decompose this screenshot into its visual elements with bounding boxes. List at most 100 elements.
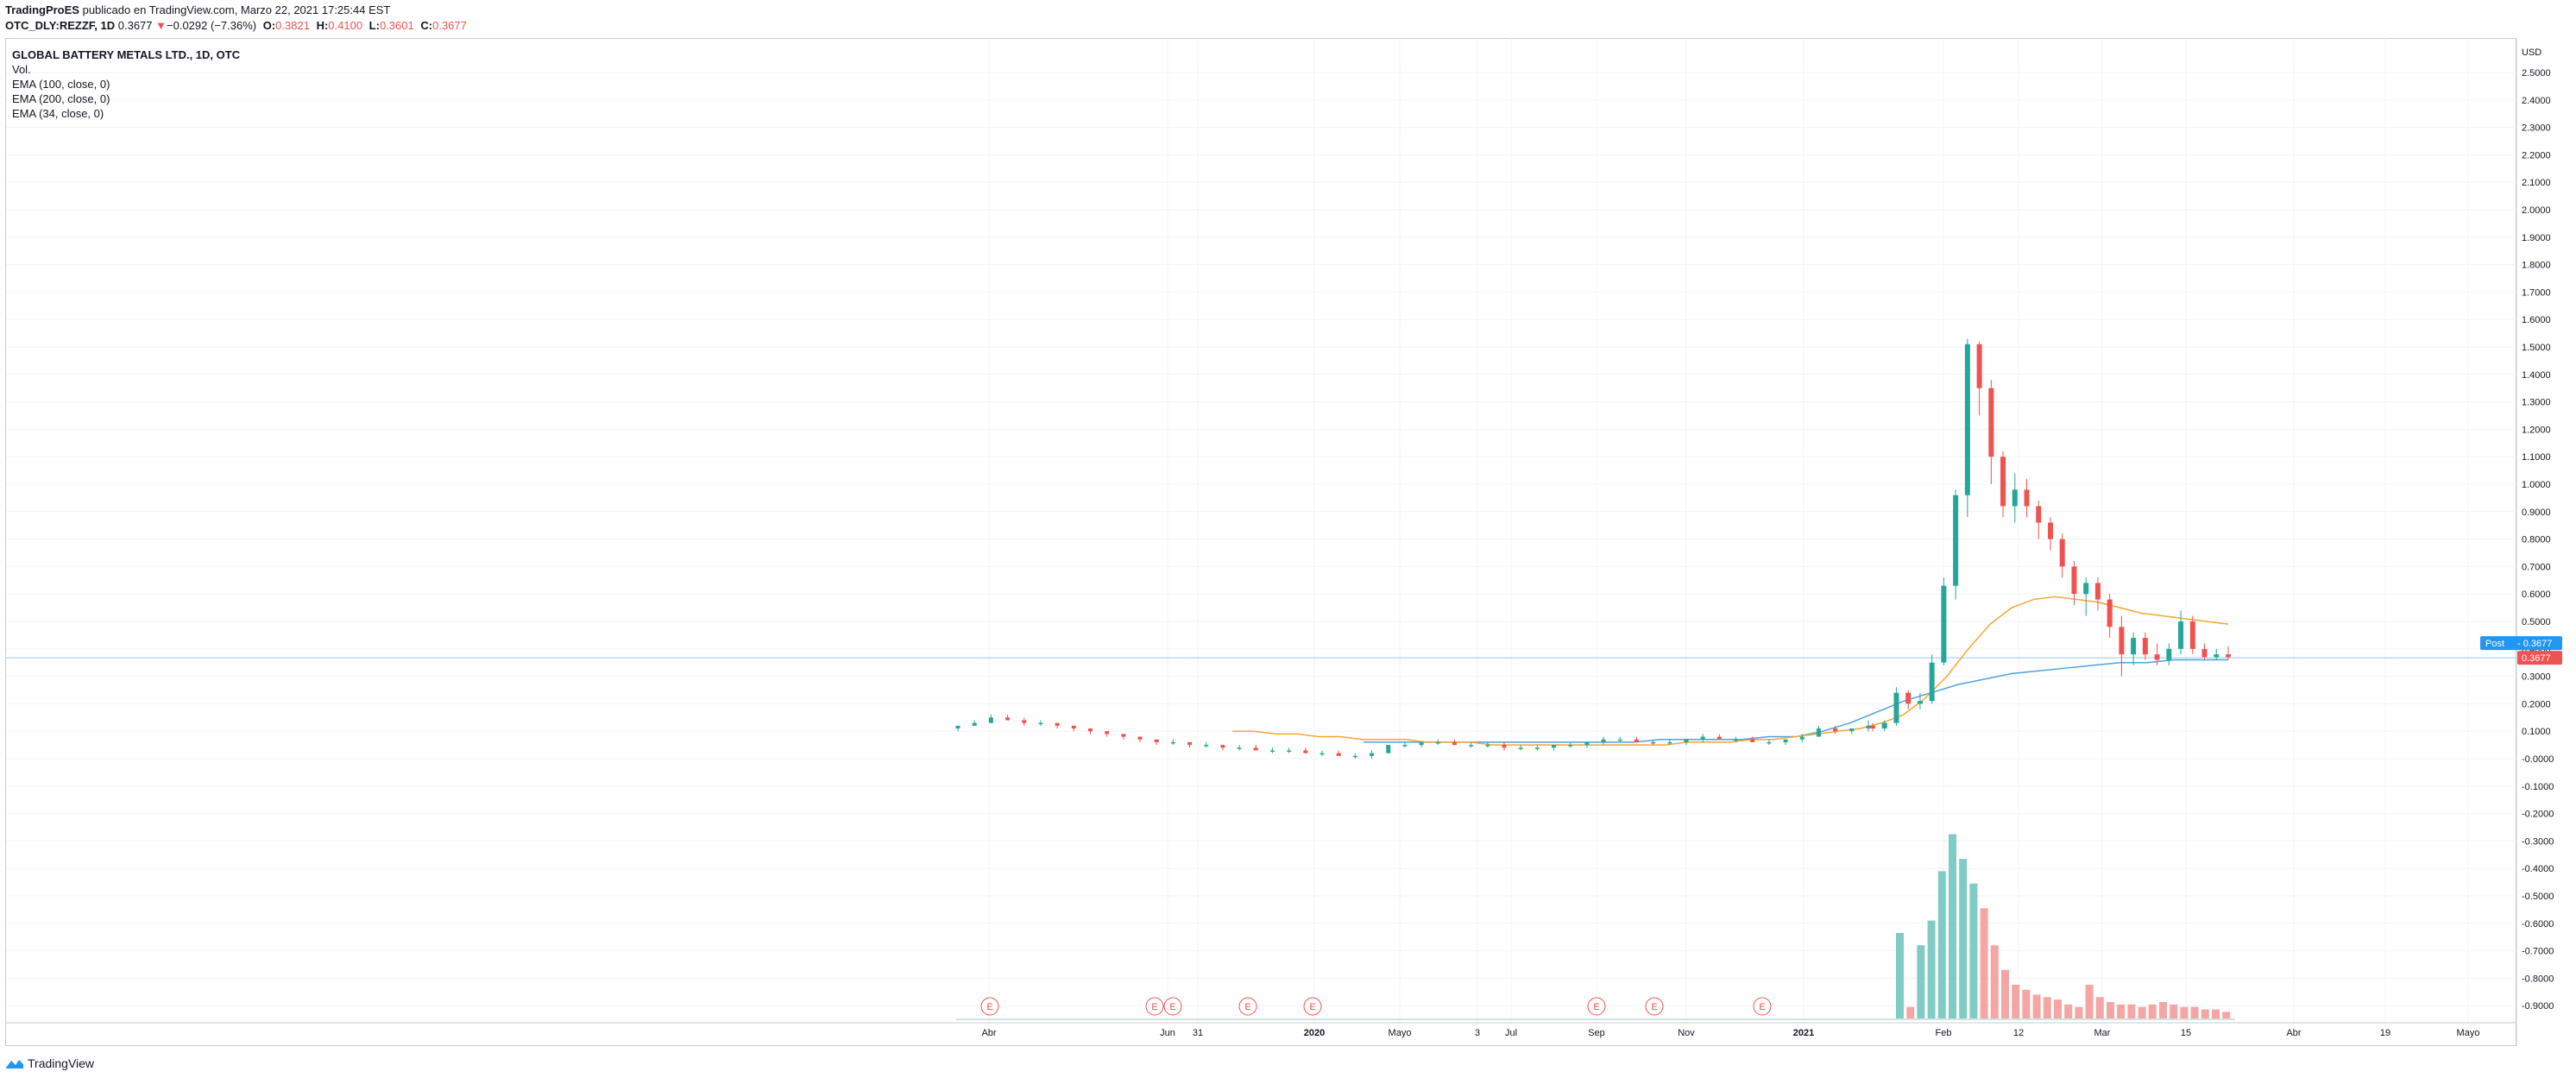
y-tick-label: 1.1000	[2522, 452, 2551, 463]
open-value: 0.3821	[275, 19, 310, 32]
volume-bar	[1896, 932, 1904, 1019]
earnings-marker-label: E	[1244, 1002, 1250, 1012]
candle-body	[1684, 739, 1689, 742]
high-value: 0.4100	[328, 19, 363, 32]
y-tick-label: 1.5000	[2522, 343, 2551, 353]
candle-body	[1849, 728, 1855, 732]
footer-brand-label: TradingView	[28, 1056, 95, 1070]
candle-body	[1237, 747, 1242, 749]
y-tick-label: 0.8000	[2522, 535, 2551, 545]
candle-body	[1651, 741, 1656, 744]
earnings-marker-icon	[1238, 997, 1257, 1016]
volume-bar	[1990, 945, 1999, 1019]
volume-bar	[1980, 908, 1988, 1019]
volume-bar	[1927, 920, 1936, 1019]
y-tick-label: 2.0000	[2522, 205, 2551, 216]
y-tick-label: -0.6000	[2522, 919, 2554, 930]
legend-ema-34[interactable]: EMA (34, close, 0)	[12, 107, 104, 120]
candle-body	[2000, 457, 2006, 507]
x-tick-label: 31	[1193, 1028, 1203, 1038]
volume-bar	[2180, 1006, 2189, 1019]
candle-body	[2012, 489, 2018, 507]
candle-body	[1617, 739, 1622, 741]
candle-body	[1170, 741, 1175, 744]
x-tick-label: Sep	[1588, 1028, 1605, 1038]
volume-bar	[2159, 1001, 2167, 1019]
publisher-name: TradingProES	[5, 3, 79, 16]
high-label: H:	[316, 19, 329, 32]
candle-body	[2071, 566, 2077, 595]
candle-body	[1552, 745, 1557, 748]
candle-body	[1734, 739, 1739, 741]
volume-bar	[1969, 883, 1978, 1019]
candle-body	[1816, 728, 1821, 737]
x-tick-label: Feb	[1936, 1028, 1952, 1038]
legend-ema-100[interactable]: EMA (100, close, 0)	[12, 78, 110, 91]
volume-bar	[2190, 1006, 2199, 1019]
y-tick-label: -0.9000	[2522, 1001, 2554, 1012]
x-tick-label: 12	[2013, 1028, 2024, 1038]
candle-body	[2166, 648, 2172, 660]
earnings-marker-label: E	[1151, 1002, 1157, 1012]
ema-200-line	[1364, 659, 2228, 743]
published-text: publicado en TradingView.com, Marzo 22, …	[82, 3, 391, 16]
volume-bar	[2054, 999, 2062, 1019]
candle-body	[2178, 621, 2184, 649]
candle-body	[2024, 489, 2030, 507]
candle-body	[1584, 741, 1590, 746]
volume-bar	[2148, 1004, 2157, 1019]
symbol-name: OTC_DLY:REZZF, 1D	[5, 19, 116, 32]
candle-body	[1055, 722, 1060, 726]
candle-body	[1833, 728, 1838, 732]
post-label: Post	[2485, 639, 2504, 649]
candle-body	[1881, 722, 1887, 729]
y-tick-label: -0.5000	[2522, 892, 2554, 902]
candle-body	[1700, 736, 1705, 740]
legend-ema-200[interactable]: EMA (200, close, 0)	[12, 92, 110, 105]
y-tick-label: -0.4000	[2522, 864, 2554, 874]
candle-body	[2142, 638, 2148, 655]
candle-body	[1370, 753, 1375, 756]
footer-brand[interactable]: TradingView	[5, 1056, 94, 1070]
candle-body	[1352, 755, 1357, 758]
candle-body	[2189, 621, 2195, 649]
y-tick-label: 0.7000	[2522, 562, 2551, 572]
volume-bar	[2012, 984, 2020, 1019]
legend-volume[interactable]: Vol.	[12, 63, 31, 76]
candle-body	[1799, 736, 1804, 740]
candle-body	[1402, 745, 1408, 747]
volume-bar	[2170, 1004, 2178, 1019]
volume-bar	[2022, 989, 2031, 1019]
candle-body	[2083, 583, 2089, 595]
earnings-marker-icon	[980, 997, 999, 1016]
chart-legend: GLOBAL BATTERY METALS LTD., 1D, OTC Vol.…	[12, 47, 240, 121]
earnings-marker-icon	[1645, 997, 1664, 1016]
volume-bar	[2138, 1006, 2146, 1019]
candle-body	[1783, 739, 1788, 742]
candle-body	[1038, 722, 1043, 725]
y-tick-label: -0.1000	[2522, 782, 2554, 792]
candle-body	[1568, 745, 1573, 747]
y-tick-label: 2.5000	[2522, 68, 2551, 79]
post-price-value: - 0.3677	[2517, 639, 2552, 649]
post-price-badge	[2480, 636, 2562, 651]
close-label: C:	[420, 19, 433, 32]
candle-body	[1253, 747, 1258, 751]
earnings-marker-label: E	[1309, 1002, 1315, 1012]
candle-body	[1137, 736, 1143, 740]
candle-body	[1988, 388, 1994, 457]
y-tick-label: 0.5000	[2522, 617, 2551, 627]
y-tick-label: -0.7000	[2522, 947, 2554, 957]
candle-body	[1303, 750, 1308, 753]
earnings-marker-icon	[1163, 997, 1182, 1016]
candle-body	[1269, 750, 1275, 752]
x-tick-label: Nov	[1678, 1028, 1695, 1038]
candle-body	[2214, 654, 2220, 658]
earnings-marker-icon	[1303, 997, 1322, 1016]
candle-body	[2131, 638, 2137, 655]
candle-body	[1667, 741, 1672, 744]
volume-bar	[2043, 997, 2051, 1019]
y-tick-label: 2.4000	[2522, 96, 2551, 106]
x-tick-label: Mar	[2094, 1028, 2111, 1038]
